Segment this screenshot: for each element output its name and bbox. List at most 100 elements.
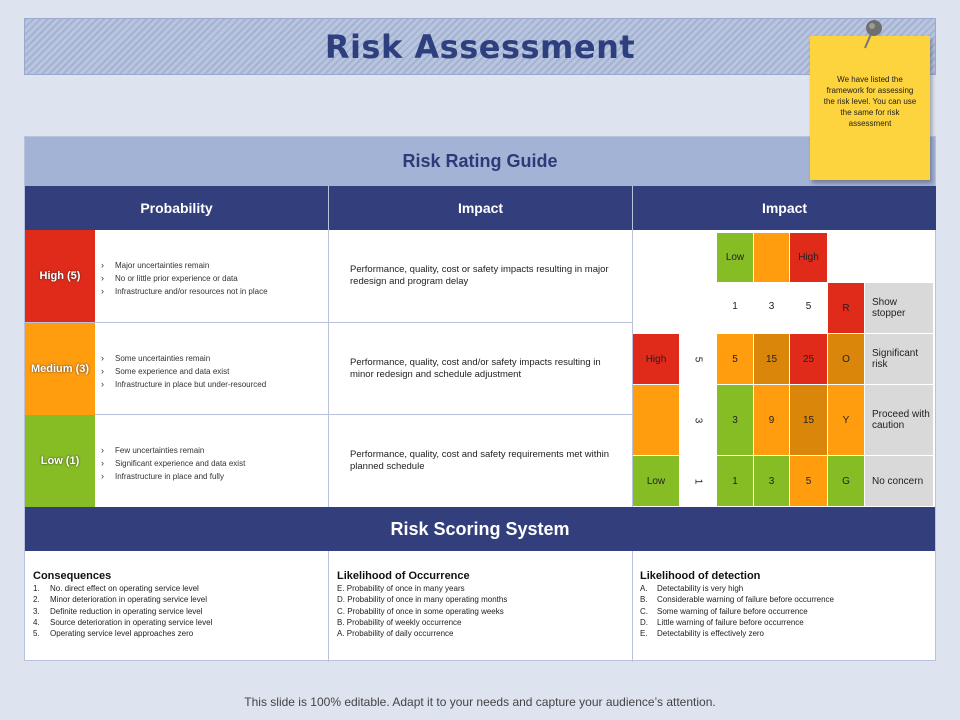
probability-bullets: Some uncertainties remainSome experience… (101, 352, 266, 391)
probability-value-label-text: 5 (692, 356, 704, 362)
impact-header: Impact (329, 186, 632, 230)
detection-item-key: E. (640, 629, 648, 639)
consequence-item-text: Source deterioration in operating servic… (50, 617, 213, 627)
impact-high-cell: High (790, 233, 827, 282)
divider (25, 414, 632, 415)
page-title: Risk Assessment (324, 28, 636, 66)
probability-high-cell: High (633, 334, 679, 384)
detection-item-key: B. (640, 595, 648, 605)
detection-item-text: Some warning of failure before occurrenc… (657, 606, 808, 616)
impact-matrix-header: Impact (633, 186, 936, 230)
bullet-item: Infrastructure in place and fully (101, 470, 245, 483)
risk-rating-guide-heading: Risk Rating Guide (25, 137, 935, 186)
legend-code-cell: O (828, 334, 864, 384)
probability-level-badge: Medium (3) (25, 323, 95, 415)
divider (25, 322, 632, 323)
bullet-item: Infrastructure and/or resources not in p… (101, 285, 268, 298)
detection-item: D. Little warning of failure before occur… (640, 617, 930, 628)
bullet-item: Major uncertainties remain (101, 259, 268, 272)
probability-bullets: Few uncertainties remainSignificant expe… (101, 444, 245, 483)
legend-label-cell: No concern (865, 456, 933, 506)
likelihood-item: C. Probability of once in some operating… (337, 606, 504, 616)
impact-value-label: 3 (768, 300, 775, 312)
probability-value-label-text: 1 (692, 478, 704, 484)
likelihood-column: Likelihood of Occurrence E. Probability … (337, 570, 627, 639)
detection-item-text: Detectability is effectively zero (657, 629, 765, 639)
likelihood-item: E. Probability of once in many years (337, 584, 465, 594)
impact-value-label: 5 (805, 300, 812, 312)
consequence-item-text: Definite reduction in operating service … (50, 606, 203, 616)
consequence-item-key: 4. (33, 617, 40, 627)
detection-title: Likelihood of detection (640, 570, 761, 582)
consequence-item: 4. Source deterioration in operating serv… (33, 617, 323, 628)
bullet-item: Infrastructure in place but under-resour… (101, 378, 266, 391)
title-band: Risk Assessment (24, 18, 936, 75)
detection-item-key: C. (640, 606, 648, 616)
bullet-item: Few uncertainties remain (101, 444, 245, 457)
legend-label-cell: Proceed with caution (865, 385, 933, 455)
likelihood-item: D. Probability of once in many operating… (337, 595, 508, 605)
matrix-score-cell: 3 (754, 456, 789, 506)
probability-low-cell: Low (633, 456, 679, 506)
consequences-column: Consequences 1. No. direct effect on oper… (33, 570, 323, 639)
bullet-item: No or little prior experience or data (101, 272, 268, 285)
consequence-item-key: 2. (33, 595, 40, 605)
legend-label-cell: Significant risk (865, 334, 933, 384)
detection-item: B. Considerable warning of failure before… (640, 594, 930, 605)
consequence-item-text: Operating service level approaches zero (50, 629, 194, 639)
probability-value-label: 5 (681, 334, 715, 384)
consequence-item-key: 3. (33, 606, 40, 616)
probability-bullets: Major uncertainties remainNo or little p… (101, 259, 268, 298)
matrix-score-cell: 5 (717, 334, 753, 384)
impact-description: Performance, quality, cost and/or safety… (350, 357, 601, 380)
legend-label-cell: Show stopper (865, 283, 933, 333)
legend-code-cell: G (828, 456, 864, 506)
matrix-score-cell: 3 (717, 385, 753, 455)
probability-value-label: 1 (681, 456, 715, 506)
impact-value-label: 1 (732, 300, 738, 312)
consequence-item: 5. Operating service level approaches zer… (33, 628, 323, 639)
bullet-item: Some uncertainties remain (101, 352, 266, 365)
matrix-score-cell: 5 (790, 456, 827, 506)
bullet-item: Significant experience and data exist (101, 457, 245, 470)
likelihood-item: B. Probability of weekly occurrence (337, 617, 462, 627)
probability-level-badge: High (5) (25, 230, 95, 322)
sticky-note: We have listed the framework for assessi… (810, 36, 930, 180)
divider (328, 186, 329, 507)
impact-description: Performance, quality, cost and safety re… (350, 449, 610, 472)
probability-value-label-text: 3 (692, 417, 704, 423)
consequence-item-key: 1. (33, 584, 40, 594)
matrix-score-cell: 9 (754, 385, 789, 455)
detection-item-key: A. (640, 584, 648, 594)
push-pin-icon (864, 20, 882, 49)
consequence-item-key: 5. (33, 629, 40, 639)
detection-item-key: D. (640, 617, 648, 627)
consequence-item-text: Minor deterioration in operating service… (50, 595, 207, 605)
impact-low-cell: Low (717, 233, 753, 282)
bullet-item: Some experience and data exist (101, 365, 266, 378)
consequence-item: 1. No. direct effect on operating service… (33, 583, 323, 594)
consequence-item: 2. Minor deterioration in operating servi… (33, 594, 323, 605)
footer-caption: This slide is 100% editable. Adapt it to… (244, 695, 716, 709)
matrix-score-cell: 15 (790, 385, 827, 455)
risk-board: Risk Rating Guide Probability Impact Imp… (24, 136, 936, 662)
detection-item-text: Detectability is very high (657, 584, 744, 594)
detection-item-text: Considerable warning of failure before o… (657, 595, 834, 605)
consequences-title: Consequences (33, 570, 112, 582)
matrix-score-cell: 15 (754, 334, 789, 384)
probability-header: Probability (25, 186, 328, 230)
impact-medium-cell (754, 233, 789, 282)
risk-scoring-heading: Risk Scoring System (25, 507, 935, 551)
probability-medium-cell (633, 385, 679, 455)
consequence-item-text: No. direct effect on operating service l… (50, 584, 199, 594)
consequence-item: 3. Definite reduction in operating servic… (33, 606, 323, 617)
divider (328, 551, 329, 662)
detection-item: C. Some warning of failure before occurre… (640, 606, 930, 617)
detection-item: A. Detectability is very high (640, 583, 930, 594)
likelihood-item: A. Probability of daily occurrence (337, 629, 454, 639)
legend-code-cell: Y (828, 385, 864, 455)
divider (632, 186, 633, 507)
detection-item: E. Detectability is effectively zero (640, 628, 930, 639)
divider (632, 551, 633, 662)
probability-value-label: 3 (681, 385, 715, 455)
